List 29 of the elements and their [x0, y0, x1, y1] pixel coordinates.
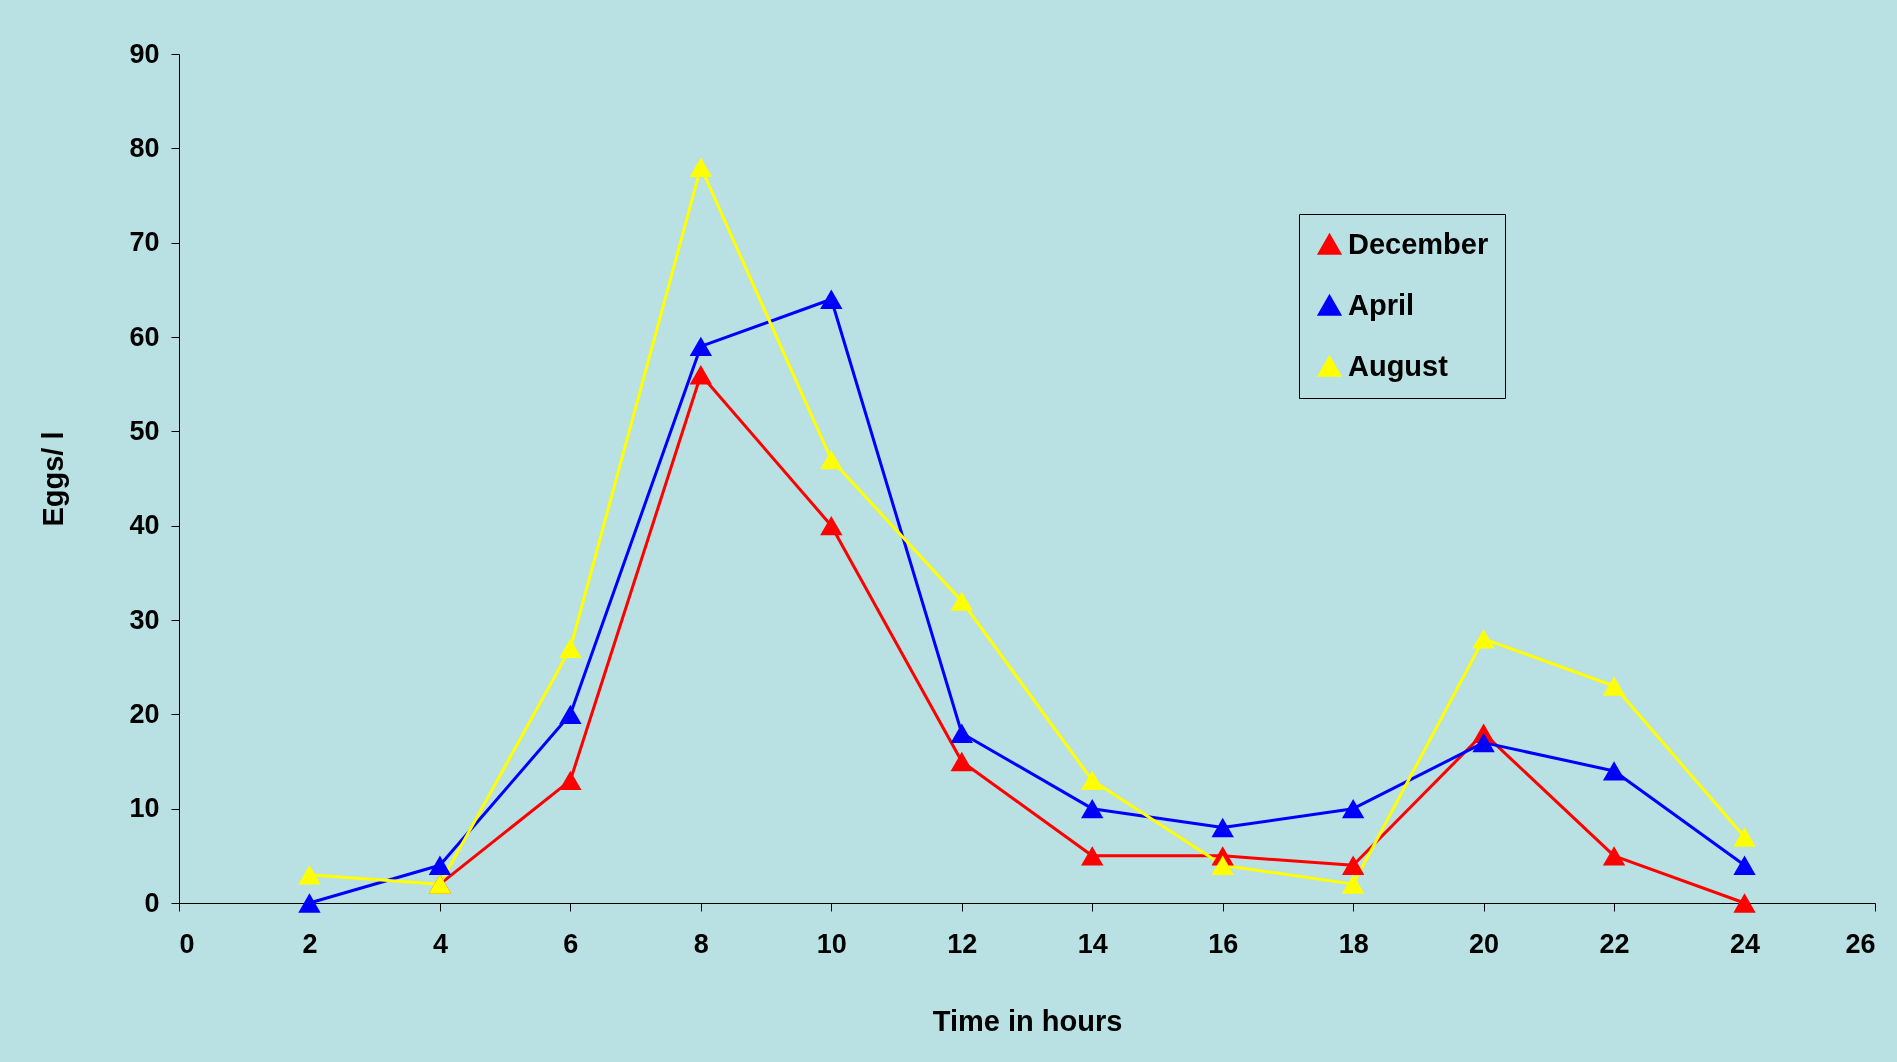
x-tick-label: 26	[1845, 928, 1876, 959]
x-tick-label: 20	[1469, 928, 1500, 959]
y-tick-label: 40	[129, 510, 160, 541]
y-tick-label: 0	[144, 887, 160, 918]
x-tick-label: 6	[563, 928, 579, 959]
x-tick-label: 24	[1730, 928, 1761, 959]
legend-label: December	[1348, 227, 1489, 260]
y-tick-label: 50	[129, 415, 160, 446]
legend-label: April	[1348, 288, 1415, 321]
x-tick-label: 18	[1338, 928, 1369, 959]
y-axis-title: Eggs/ l	[37, 431, 70, 527]
x-axis-title: Time in hours	[932, 1004, 1123, 1037]
x-tick-label: 22	[1599, 928, 1630, 959]
x-tick-label: 12	[947, 928, 978, 959]
x-tick-label: 8	[693, 928, 709, 959]
y-tick-label: 90	[129, 38, 160, 69]
x-tick-label: 4	[432, 928, 448, 959]
y-tick-label: 70	[129, 227, 160, 258]
x-tick-label: 10	[816, 928, 847, 959]
y-tick-label: 20	[129, 698, 160, 729]
y-tick-label: 80	[129, 132, 160, 163]
x-tick-label: 14	[1077, 928, 1108, 959]
x-tick-label: 16	[1208, 928, 1239, 959]
x-tick-label: 2	[302, 928, 318, 959]
y-tick-label: 30	[129, 604, 160, 635]
x-tick-label: 0	[179, 928, 195, 959]
legend-label: August	[1348, 349, 1449, 382]
y-tick-label: 10	[129, 793, 160, 824]
y-tick-label: 60	[129, 321, 160, 352]
